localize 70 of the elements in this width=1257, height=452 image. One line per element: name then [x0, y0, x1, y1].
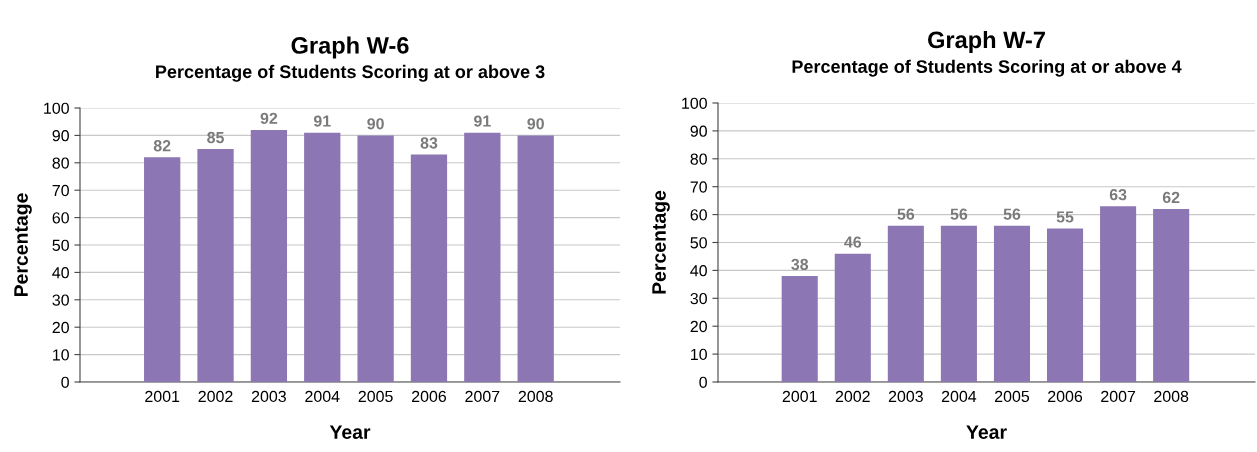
bar [1153, 209, 1190, 382]
data-label: 90 [367, 118, 384, 130]
y-axis-title: Percentage [14, 193, 32, 297]
y-tick-label: 60 [52, 212, 69, 224]
x-tick-label: 2003 [888, 390, 923, 403]
data-label: 85 [207, 131, 224, 144]
chart-title: Graph W-7 [928, 30, 1045, 53]
y-tick-label: 30 [52, 294, 69, 306]
bar [1100, 206, 1137, 382]
y-tick-label: 40 [690, 265, 707, 277]
data-label: 56 [950, 208, 968, 220]
y-tick-label: 90 [690, 125, 707, 137]
x-tick-label: 2008 [518, 390, 553, 403]
x-axis-title: Year [966, 425, 1007, 439]
data-label: 90 [527, 118, 544, 130]
chart-subtitle: Percentage of Students Scoring at or above 4 [792, 59, 1182, 77]
x-tick-label: 2004 [941, 390, 977, 403]
data-label: 82 [153, 140, 171, 152]
chart-subtitle: Percentage of Students Scoring at or above 3 [156, 64, 545, 82]
y-tick-label: 20 [690, 320, 707, 333]
data-label: 91 [313, 115, 331, 127]
data-label: 83 [420, 137, 438, 149]
chart-title: Graph W-6 [291, 36, 409, 59]
bar [887, 225, 924, 382]
data-label: 38 [791, 258, 809, 271]
x-tick-label: 2001 [782, 390, 817, 403]
y-tick-label: 0 [61, 376, 69, 388]
bar [940, 225, 977, 382]
x-tick-label: 2007 [465, 390, 500, 403]
y-tick-label: 90 [52, 130, 69, 142]
y-tick-label: 100 [44, 102, 69, 114]
y-tick-label: 50 [690, 237, 707, 249]
data-label: 62 [1162, 191, 1180, 204]
bar [834, 253, 871, 382]
y-tick-label: 70 [690, 181, 707, 193]
x-tick-label: 2005 [358, 390, 393, 403]
data-label: 46 [844, 236, 862, 248]
x-tick-label: 2002 [198, 390, 233, 403]
y-tick-label: 100 [682, 97, 707, 109]
x-tick-label: 2006 [1048, 390, 1083, 403]
data-label: 91 [474, 115, 491, 127]
x-tick-label: 2004 [305, 390, 340, 403]
y-tick-label: 10 [691, 348, 707, 361]
x-tick-label: 2001 [145, 390, 180, 403]
x-tick-label: 2008 [1154, 390, 1189, 403]
y-axis-title: Percentage [652, 190, 670, 294]
bar [781, 275, 818, 382]
y-tick-label: 80 [52, 157, 69, 169]
data-label: 55 [1056, 211, 1074, 223]
bar [1046, 228, 1084, 382]
data-label: 56 [1003, 208, 1021, 220]
y-tick-label: 40 [52, 267, 69, 279]
data-label: 92 [260, 112, 278, 124]
data-label: 56 [897, 208, 915, 220]
y-tick-label: 20 [52, 321, 69, 334]
y-tick-label: 10 [53, 349, 69, 361]
bar [993, 225, 1031, 382]
x-tick-label: 2003 [251, 390, 286, 403]
y-tick-label: 0 [699, 376, 707, 388]
y-tick-label: 70 [52, 184, 69, 197]
x-axis-title: Year [329, 425, 371, 439]
y-tick-label: 60 [690, 209, 707, 221]
y-tick-label: 80 [690, 153, 707, 165]
x-tick-label: 2002 [835, 390, 870, 403]
data-label: 63 [1109, 188, 1127, 201]
x-tick-label: 2006 [412, 390, 447, 403]
x-tick-label: 2005 [995, 390, 1030, 403]
y-tick-label: 50 [52, 239, 69, 251]
x-tick-label: 2007 [1101, 390, 1136, 403]
y-tick-label: 30 [690, 292, 707, 305]
